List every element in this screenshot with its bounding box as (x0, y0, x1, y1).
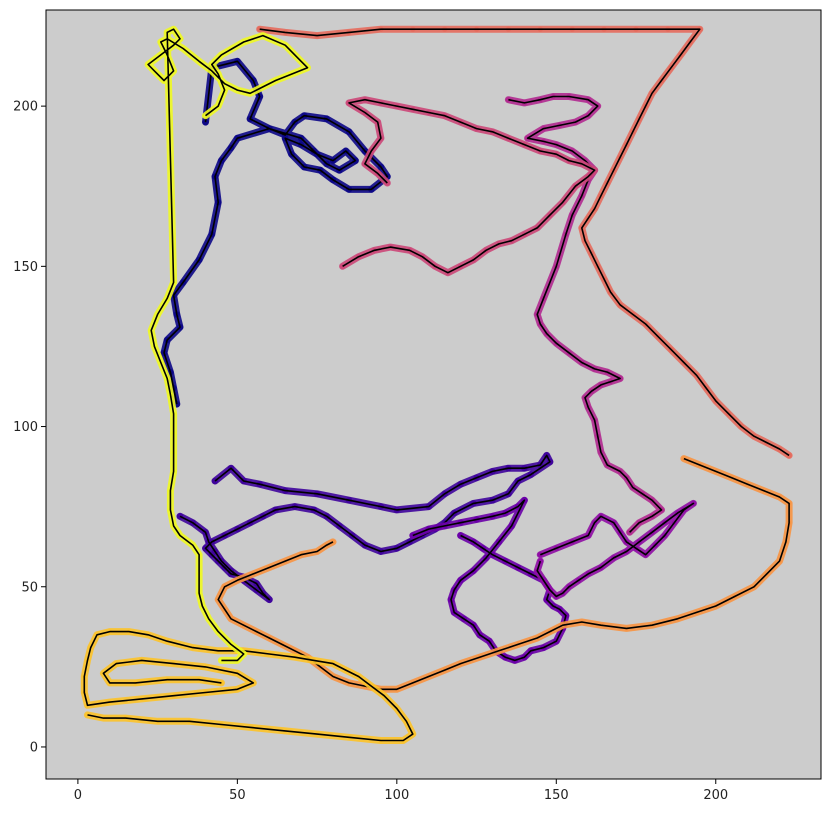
x-tick-label: 0 (74, 788, 82, 803)
series-1-point-1 (202, 118, 209, 126)
y-tick-label: 150 (13, 260, 38, 275)
series-8 (214, 455, 793, 693)
series-10-path (147, 28, 309, 662)
series-8-path (217, 457, 790, 691)
series-layer (80, 25, 793, 744)
series-1-path (163, 60, 389, 405)
series-4-point-32 (537, 558, 543, 564)
series-6-path (342, 98, 596, 274)
series-7-path (259, 28, 790, 457)
series-1 (160, 57, 391, 408)
y-tick-label: 200 (13, 100, 38, 115)
series-9-path (83, 630, 414, 742)
series-5 (504, 93, 665, 536)
series-5-path (508, 95, 663, 533)
series-2-path (179, 454, 551, 601)
series-9 (80, 628, 417, 744)
series-3-point-42 (457, 532, 464, 539)
y-tick-label: 100 (13, 420, 38, 435)
y-tick-label: 50 (21, 580, 38, 595)
series-7 (256, 25, 793, 459)
series-6 (339, 96, 599, 277)
series-4 (533, 499, 697, 600)
x-axis: 0 50 100 150 200 (74, 779, 728, 803)
x-tick-label: 100 (384, 788, 409, 803)
series-10 (144, 25, 311, 664)
x-tick-label: 150 (544, 788, 569, 803)
y-tick-label: 0 (30, 740, 38, 755)
series-4-path (536, 502, 695, 598)
y-axis: 0 50 100 150 200 (13, 100, 46, 755)
x-tick-label: 200 (703, 788, 728, 803)
plot-frame (45, 9, 822, 780)
x-tick-label: 50 (229, 788, 246, 803)
